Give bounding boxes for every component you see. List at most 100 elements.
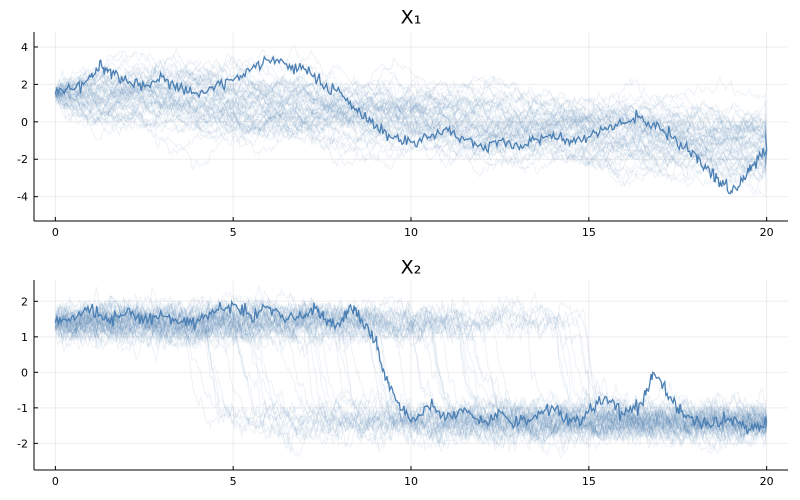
x-tick-label: 0 xyxy=(52,475,59,488)
faint-series-line xyxy=(55,294,768,450)
faint-series-line xyxy=(54,300,768,449)
x-tick-label: 10 xyxy=(404,475,418,488)
faint-series-line xyxy=(55,66,768,174)
faint-series-line xyxy=(54,297,768,449)
faint-series-line xyxy=(54,84,768,166)
faint-series-line xyxy=(54,302,768,455)
faint-trajectories xyxy=(54,43,768,197)
faint-series-line xyxy=(54,79,768,166)
faint-series-line xyxy=(54,296,768,446)
faint-series-line xyxy=(54,78,768,182)
faint-series-line xyxy=(55,75,768,193)
faint-series-line xyxy=(54,88,768,197)
faint-series-line xyxy=(54,73,768,166)
x-tick-label: 20 xyxy=(760,226,774,239)
faint-series-line xyxy=(54,76,768,169)
faint-series-line xyxy=(54,57,768,178)
faint-series-line xyxy=(55,64,768,154)
x-tick-label: 15 xyxy=(582,226,596,239)
faint-series-line xyxy=(54,293,768,451)
y-tick-label: 2 xyxy=(21,295,28,308)
faint-series-line xyxy=(55,78,768,162)
faint-series-line xyxy=(54,299,767,450)
y-tick-label: -2 xyxy=(17,437,28,450)
faint-series-line xyxy=(54,298,767,445)
faint-series-line xyxy=(54,59,768,156)
faint-series-line xyxy=(54,304,768,454)
faint-series-line xyxy=(54,303,768,453)
x-tick-label: 20 xyxy=(760,475,774,488)
faint-series-line xyxy=(54,295,768,433)
faint-series-line xyxy=(54,285,768,451)
faint-series-line xyxy=(54,78,768,191)
highlighted-series-line xyxy=(54,55,768,195)
faint-series-line xyxy=(54,296,768,451)
faint-series-line xyxy=(54,302,767,452)
y-tick-label: 0 xyxy=(21,366,28,379)
faint-series-line xyxy=(55,66,768,158)
faint-series-line xyxy=(55,293,768,448)
faint-series-line xyxy=(54,68,767,180)
faint-series-line xyxy=(55,80,768,185)
faint-series-line xyxy=(54,297,768,449)
faint-series-line xyxy=(55,73,768,188)
faint-series-line xyxy=(54,50,768,161)
x-tick-label: 0 xyxy=(52,226,59,239)
faint-series-line xyxy=(54,304,768,455)
y-tick-label: 0 xyxy=(21,116,28,129)
faint-series-line xyxy=(54,296,768,442)
faint-series-line xyxy=(54,297,768,441)
y-tick-label: 4 xyxy=(21,41,28,54)
x-tick-label: 5 xyxy=(230,226,237,239)
faint-series-line xyxy=(55,73,768,184)
faint-series-line xyxy=(54,81,768,148)
y-tick-label: -2 xyxy=(17,153,28,166)
faint-series-line xyxy=(54,84,768,177)
faint-series-line xyxy=(54,298,767,454)
x-tick-label: 15 xyxy=(582,475,596,488)
faint-series-line xyxy=(54,43,768,173)
faint-series-line xyxy=(54,79,768,168)
faint-series-line xyxy=(54,47,768,175)
faint-series-line xyxy=(54,52,768,159)
faint-series-line xyxy=(54,294,768,443)
faint-series-line xyxy=(54,290,768,448)
faint-series-line xyxy=(54,81,768,189)
faint-series-line xyxy=(54,78,768,159)
faint-series-line xyxy=(55,288,768,444)
faint-series-line xyxy=(55,81,768,178)
faint-series-line xyxy=(54,303,768,445)
faint-series-line xyxy=(54,300,768,446)
faint-series-line xyxy=(55,62,768,167)
faint-series-line xyxy=(54,300,767,447)
faint-series-line xyxy=(54,85,768,179)
faint-series-line xyxy=(55,296,768,461)
faint-series-line xyxy=(54,297,768,441)
faint-series-line xyxy=(55,69,768,170)
faint-series-line xyxy=(55,50,768,175)
faint-series-line xyxy=(54,307,768,448)
faint-series-line xyxy=(54,74,768,166)
y-tick-label: -4 xyxy=(17,191,28,204)
faint-series-line xyxy=(54,81,768,180)
faint-series-line xyxy=(54,294,768,443)
faint-series-line xyxy=(55,66,768,166)
faint-series-line xyxy=(54,314,768,459)
faint-series-line xyxy=(54,304,767,445)
faint-series-line xyxy=(55,70,768,167)
faint-series-line xyxy=(55,297,768,442)
faint-series-line xyxy=(54,72,768,170)
faint-series-line xyxy=(54,297,768,447)
faint-series-line xyxy=(54,286,768,446)
highlighted-series-line xyxy=(54,299,768,435)
faint-series-line xyxy=(54,301,768,440)
y-tick-label: 1 xyxy=(21,331,28,344)
faint-series-line xyxy=(54,301,768,449)
faint-series-line xyxy=(54,75,768,168)
faint-series-line xyxy=(55,84,768,159)
panel-title: X₂ xyxy=(401,257,422,279)
faint-series-line xyxy=(54,290,768,449)
faint-series-line xyxy=(54,295,768,448)
chart-panel-x1: X₁ 0 5 10 15 20 -4 -2 0 2 4 xyxy=(17,7,788,239)
